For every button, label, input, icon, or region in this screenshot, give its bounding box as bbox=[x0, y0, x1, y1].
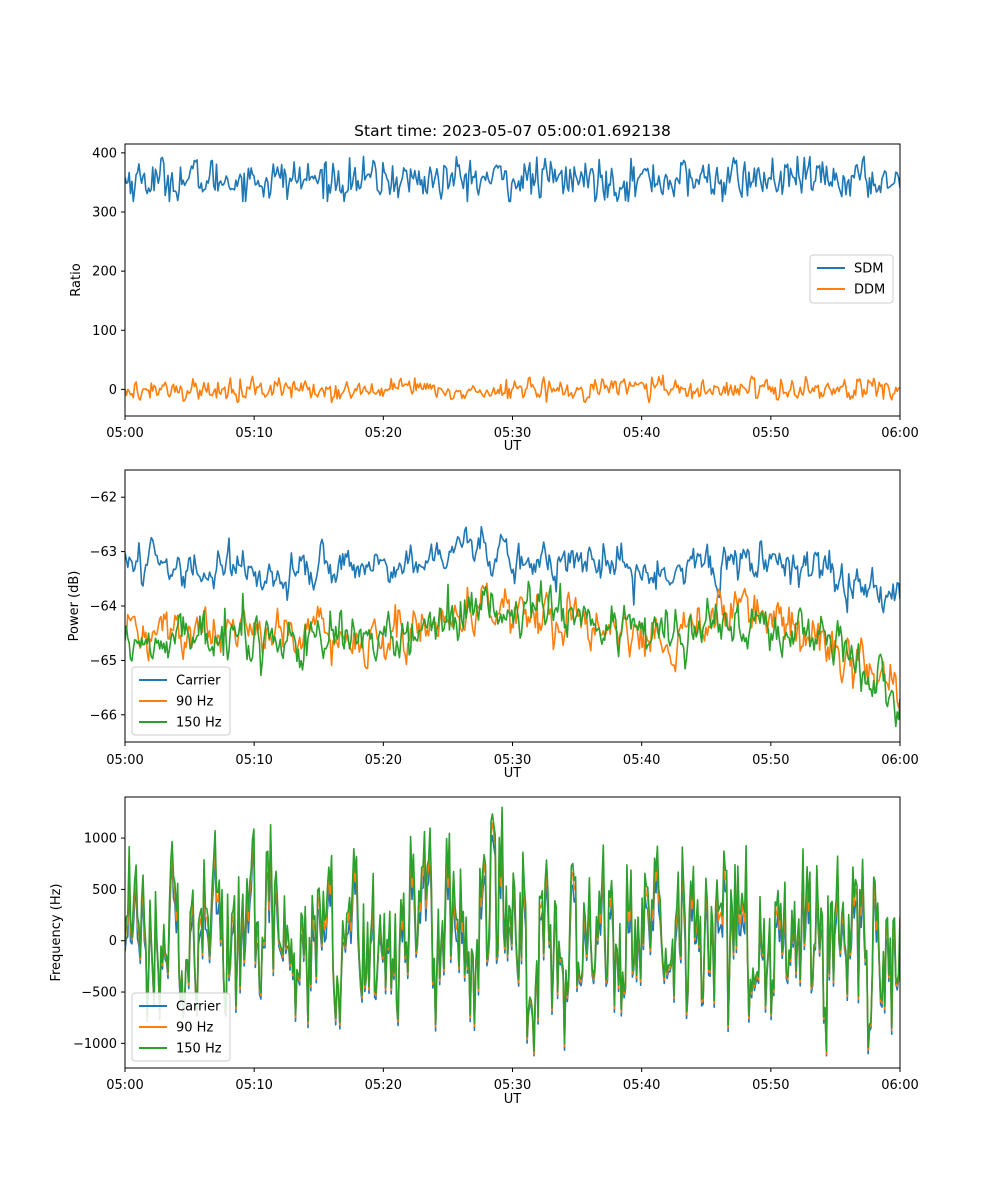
legend-label: 150 Hz bbox=[176, 1042, 222, 1057]
x-tick-label: 05:40 bbox=[623, 1078, 660, 1093]
x-tick-label: 05:30 bbox=[494, 753, 531, 768]
y-tick-label: 1000 bbox=[84, 832, 117, 847]
chart-panel-2: 05:00 05:10 05:20 05:30 05:40 05:50 06:00 −62 −6… bbox=[67, 469, 919, 781]
chart-title: Start time: 2023-05-07 05:00:01.692138 bbox=[354, 122, 671, 140]
y-tick-label: 100 bbox=[92, 324, 117, 339]
x-axis-label: UT bbox=[504, 766, 522, 781]
series-line-90-hz bbox=[125, 582, 900, 709]
y-tick-label: 300 bbox=[92, 206, 117, 221]
legend-box bbox=[131, 666, 231, 736]
y-tick-label: −62 bbox=[90, 491, 117, 506]
legend-label: Carrier bbox=[176, 1000, 221, 1015]
x-tick-label: 06:00 bbox=[881, 753, 918, 768]
x-tick-label: 05:30 bbox=[494, 426, 531, 441]
x-tick-label: 06:00 bbox=[881, 426, 918, 441]
legend-label: 150 Hz bbox=[176, 716, 222, 731]
series-line-150-hz bbox=[125, 580, 900, 728]
chart-panel-3: 05:00 05:10 05:20 05:30 05:40 05:50 06:00 1000 5… bbox=[49, 796, 919, 1107]
legend-box bbox=[131, 992, 231, 1062]
chart-panel-1: 05:00 05:10 05:20 05:30 05:40 05:50 06:00 0 100 2… bbox=[69, 143, 919, 454]
x-tick-label: 05:40 bbox=[623, 753, 660, 768]
x-axis-label: UT bbox=[504, 439, 522, 454]
series-line-carrier bbox=[125, 526, 900, 614]
y-axis-label: Frequency (Hz) bbox=[49, 883, 64, 981]
legend-label: 90 Hz bbox=[176, 1021, 213, 1036]
x-tick-label: 05:00 bbox=[106, 426, 143, 441]
series-line-sdm bbox=[125, 155, 900, 203]
y-tick-label: −65 bbox=[90, 654, 117, 669]
x-tick-label: 05:10 bbox=[235, 753, 272, 768]
legend-label: Carrier bbox=[176, 674, 221, 689]
x-tick-label: 05:50 bbox=[752, 753, 789, 768]
x-tick-label: 05:10 bbox=[235, 1078, 272, 1093]
y-tick-label: 500 bbox=[92, 883, 117, 898]
x-axis-label: UT bbox=[504, 1092, 522, 1107]
x-tick-label: 05:10 bbox=[235, 426, 272, 441]
y-tick-label: −64 bbox=[90, 600, 117, 615]
series-line-150-hz bbox=[125, 806, 900, 1052]
y-tick-label: 400 bbox=[92, 146, 117, 161]
x-tick-label: 05:50 bbox=[752, 426, 789, 441]
x-tick-label: 05:40 bbox=[623, 426, 660, 441]
y-tick-label: −63 bbox=[90, 545, 117, 560]
legend: Carrier 90 Hz 150 Hz bbox=[131, 666, 231, 736]
y-tick-label: 0 bbox=[109, 383, 117, 398]
x-tick-label: 05:30 bbox=[494, 1078, 531, 1093]
y-tick-label: 0 bbox=[109, 934, 117, 949]
x-tick-label: 05:20 bbox=[365, 753, 402, 768]
y-tick-label: 200 bbox=[92, 265, 117, 280]
y-tick-label: −66 bbox=[90, 708, 117, 723]
legend-label: DDM bbox=[854, 283, 885, 298]
x-tick-label: 05:20 bbox=[365, 426, 402, 441]
x-tick-label: 05:50 bbox=[752, 1078, 789, 1093]
x-tick-label: 05:00 bbox=[106, 1078, 143, 1093]
x-tick-label: 06:00 bbox=[881, 1078, 918, 1093]
y-tick-label: −500 bbox=[81, 986, 117, 1001]
x-tick-label: 05:00 bbox=[106, 753, 143, 768]
legend: SDM DDM bbox=[809, 254, 894, 304]
x-tick-label: 05:20 bbox=[365, 1078, 402, 1093]
y-axis-label: Power (dB) bbox=[67, 571, 82, 642]
legend: Carrier 90 Hz 150 Hz bbox=[131, 992, 231, 1062]
y-axis-label: Ratio bbox=[69, 263, 84, 296]
legend-label: 90 Hz bbox=[176, 695, 213, 710]
y-tick-label: −1000 bbox=[73, 1037, 117, 1052]
legend-label: SDM bbox=[854, 262, 883, 277]
series-line-ddm bbox=[125, 374, 900, 404]
